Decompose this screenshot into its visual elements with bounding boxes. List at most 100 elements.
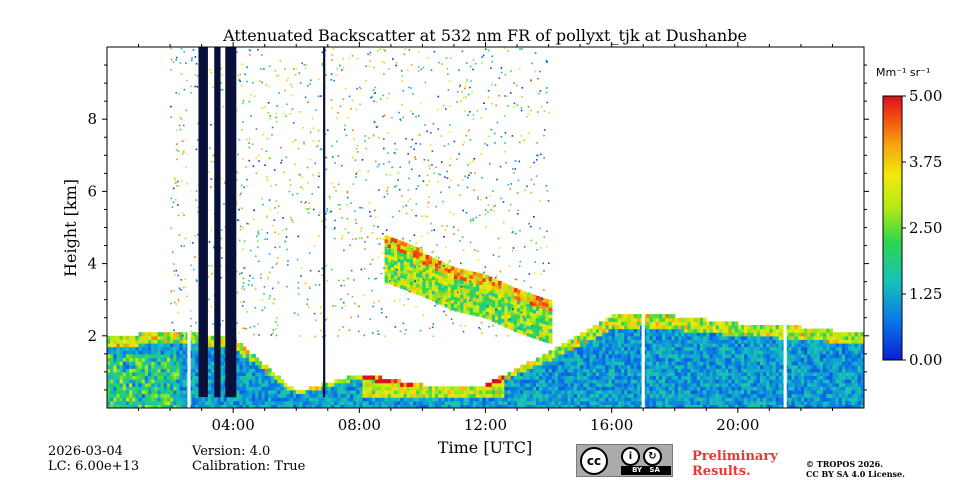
backscatter-cell	[517, 303, 521, 309]
backscatter-cell	[807, 361, 811, 366]
backscatter-cell	[731, 346, 736, 351]
backscatter-cell	[135, 404, 140, 408]
backscatter-cell	[438, 289, 442, 294]
backscatter-cell	[245, 389, 250, 395]
backscatter-cell	[690, 335, 695, 340]
backscatter-cell	[772, 389, 777, 395]
backscatter-cell	[750, 332, 755, 337]
backscatter-cell	[611, 400, 616, 405]
backscatter-cell	[545, 299, 550, 304]
backscatter-cell	[722, 321, 726, 326]
backscatter-cell	[611, 317, 616, 322]
backscatter-cell	[116, 353, 121, 359]
backscatter-cell	[529, 293, 534, 298]
backscatter-cell	[712, 375, 717, 380]
backscatter-cell	[835, 397, 840, 402]
backscatter-cell	[744, 353, 748, 359]
backscatter-cell	[551, 382, 556, 387]
backscatter-cell	[633, 368, 638, 373]
backscatter-cell	[160, 371, 165, 377]
backscatter-cell	[700, 346, 704, 351]
backscatter-cell	[668, 389, 673, 395]
backscatter-cell	[220, 368, 225, 373]
backscatter-cell	[763, 335, 767, 340]
backscatter-cell	[548, 371, 553, 377]
backscatter-cell	[838, 397, 843, 402]
backscatter-cell	[207, 393, 212, 398]
backscatter-cell	[766, 353, 770, 359]
backscatter-cell	[838, 400, 843, 405]
backscatter-cell	[785, 325, 789, 330]
backscatter-cell	[189, 346, 193, 351]
backscatter-cell	[542, 404, 547, 408]
noise-speckle	[356, 87, 358, 90]
noise-speckle	[448, 186, 451, 189]
backscatter-cell	[841, 404, 846, 408]
backscatter-cell	[545, 357, 550, 362]
backscatter-cell	[778, 386, 783, 391]
backscatter-cell	[523, 313, 528, 318]
backscatter-cell	[605, 400, 610, 405]
backscatter-cell	[589, 350, 594, 355]
backscatter-cell	[454, 278, 458, 283]
backscatter-cell	[176, 400, 181, 405]
noise-speckle	[331, 59, 333, 61]
backscatter-cell	[403, 246, 408, 251]
backscatter-cell	[302, 397, 307, 402]
backscatter-cell	[725, 364, 729, 369]
backscatter-cell	[261, 375, 266, 380]
backscatter-cell	[454, 307, 458, 312]
backscatter-cell	[138, 368, 143, 373]
backscatter-cell	[595, 361, 600, 366]
backscatter-cell	[700, 382, 704, 387]
backscatter-cell	[151, 339, 155, 344]
backscatter-cell	[659, 353, 663, 359]
backscatter-cell	[592, 379, 597, 384]
noise-speckle	[194, 256, 196, 258]
backscatter-cell	[718, 364, 723, 369]
backscatter-cell	[618, 314, 622, 319]
backscatter-cell	[151, 386, 155, 391]
backscatter-cell	[690, 332, 695, 337]
noise-speckle	[208, 264, 210, 267]
backscatter-cell	[703, 339, 707, 344]
backscatter-cell	[529, 379, 534, 384]
backscatter-cell	[482, 393, 487, 398]
backscatter-cell	[577, 371, 581, 377]
backscatter-cell	[810, 371, 815, 377]
backscatter-cell	[580, 335, 584, 340]
backscatter-cell	[526, 371, 531, 377]
backscatter-cell	[737, 346, 742, 351]
backscatter-cell	[510, 301, 515, 306]
backscatter-cell	[349, 397, 354, 402]
backscatter-cell	[457, 279, 461, 284]
backscatter-cell	[119, 382, 124, 387]
noise-speckle	[461, 236, 464, 238]
backscatter-cell	[649, 364, 654, 369]
backscatter-cell	[845, 404, 849, 408]
backscatter-cell	[668, 368, 673, 373]
backscatter-cell	[630, 379, 635, 384]
backscatter-cell	[248, 393, 253, 398]
backscatter-cell	[709, 335, 714, 340]
backscatter-cell	[618, 346, 622, 351]
backscatter-cell	[813, 386, 818, 391]
backscatter-cell	[718, 332, 723, 337]
backscatter-cell	[476, 287, 480, 292]
noise-speckle	[535, 242, 538, 244]
backscatter-cell	[148, 386, 152, 391]
backscatter-cell	[129, 397, 133, 402]
backscatter-cell	[788, 382, 793, 387]
backscatter-cell	[384, 246, 389, 251]
backscatter-cell	[447, 397, 452, 402]
backscatter-cell	[141, 361, 146, 366]
backscatter-cell	[693, 343, 698, 348]
backscatter-cell	[144, 350, 149, 355]
backscatter-cell	[517, 329, 521, 334]
backscatter-cell	[409, 288, 414, 293]
backscatter-cell	[766, 389, 770, 395]
noise-speckle	[295, 67, 298, 70]
backscatter-cell	[444, 393, 449, 398]
backscatter-cell	[747, 332, 752, 337]
backscatter-cell	[397, 404, 401, 408]
